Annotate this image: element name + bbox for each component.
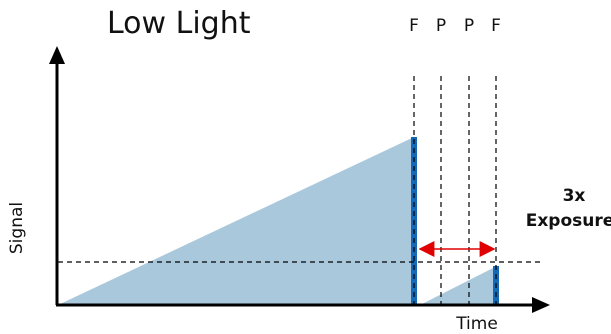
frame-marker-label: F [409, 16, 419, 36]
frame-marker-label: P [464, 16, 474, 36]
y-axis-arrowhead [49, 46, 65, 64]
frame-marker-label: P [436, 16, 446, 36]
diagram-title: Low Light [107, 6, 251, 41]
exposure-label: Exposure [526, 211, 611, 231]
short-exposure-ramp [420, 266, 497, 305]
frame-marker-label: F [491, 16, 501, 36]
x-axis-label: Time [455, 314, 498, 334]
x-axis-arrowhead [532, 297, 550, 313]
y-axis-label: Signal [7, 202, 27, 254]
exposure-multiplier-label: 3x [563, 186, 586, 206]
long-exposure-ramp [58, 137, 414, 305]
